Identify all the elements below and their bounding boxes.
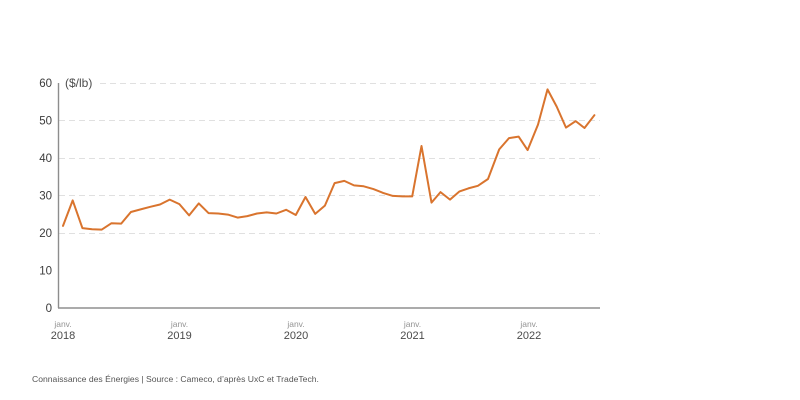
svg-text:Connaissance des Énergies | So: Connaissance des Énergies | Source : Cam… [32, 374, 319, 384]
svg-text:40: 40 [39, 153, 52, 165]
svg-text:janv.: janv. [519, 319, 537, 329]
svg-text:2021: 2021 [400, 330, 424, 342]
svg-text:janv.: janv. [170, 319, 188, 329]
svg-text:2019: 2019 [167, 330, 191, 342]
svg-text:janv.: janv. [53, 319, 71, 329]
svg-text:janv.: janv. [403, 319, 421, 329]
svg-text:30: 30 [39, 191, 52, 203]
svg-text:50: 50 [39, 116, 52, 128]
svg-text:2018: 2018 [51, 330, 75, 342]
svg-text:janv.: janv. [286, 319, 304, 329]
svg-text:10: 10 [39, 266, 52, 278]
svg-text:0: 0 [46, 303, 52, 315]
svg-text:($/lb): ($/lb) [65, 76, 92, 90]
svg-text:2022: 2022 [517, 330, 541, 342]
svg-text:60: 60 [39, 78, 52, 90]
svg-text:2020: 2020 [284, 330, 308, 342]
svg-text:20: 20 [39, 228, 52, 240]
